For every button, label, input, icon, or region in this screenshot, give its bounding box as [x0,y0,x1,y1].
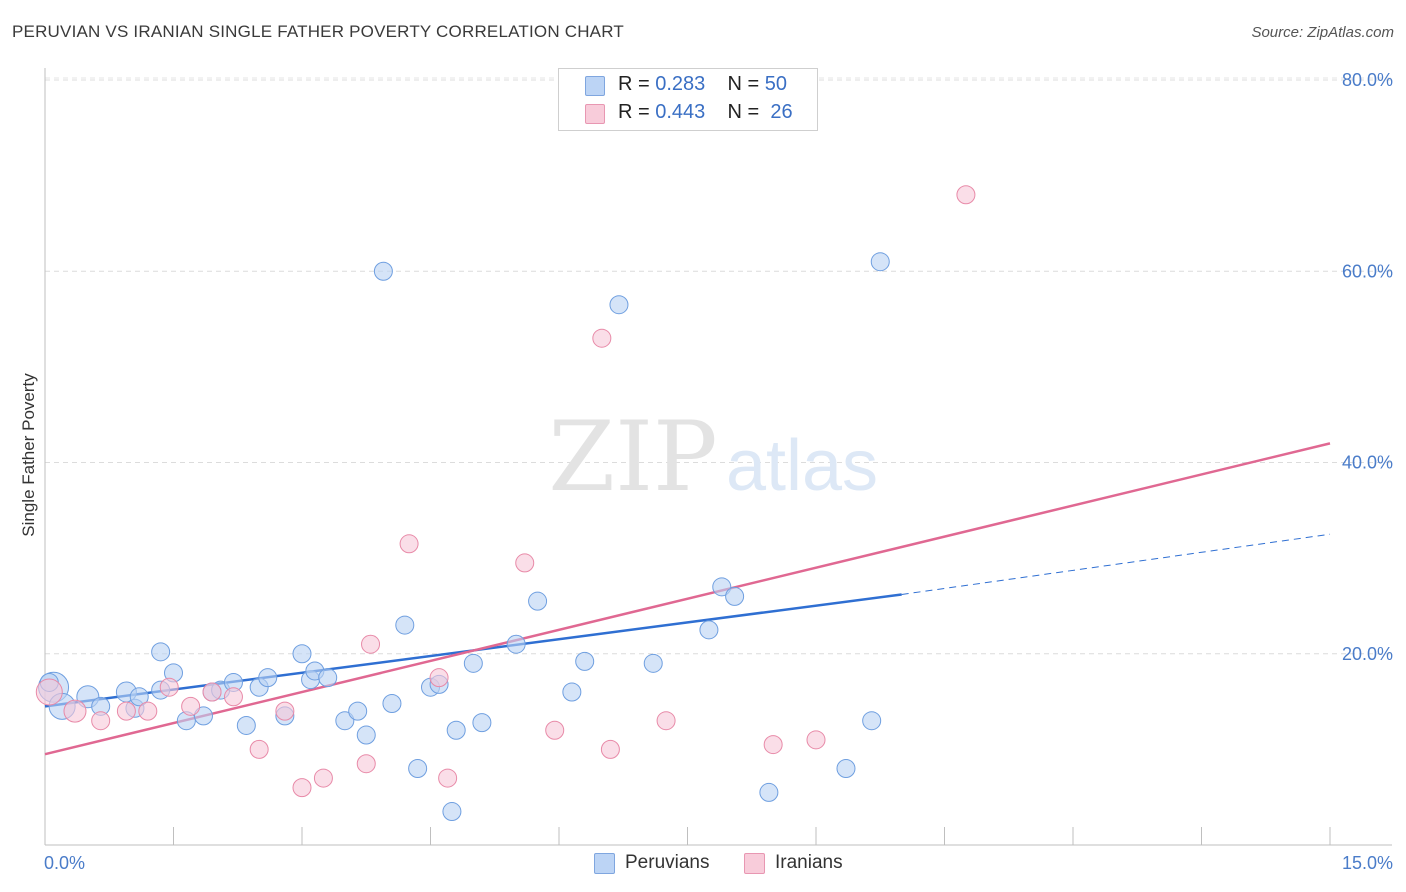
bottom-legend-swatch-peruvians [594,853,615,874]
point-peruvians [356,725,376,745]
point-iranians [429,668,449,688]
point-iranians [956,185,976,205]
point-iranians [202,682,222,702]
legend-n-label: N = [727,101,760,123]
point-iranians [592,328,612,348]
legend-text-iranians: R = 0.443 N = 26 [618,101,793,124]
tick-labels: 20.0% 40.0% 60.0% 80.0% 0.0% 15.0% [44,70,1393,873]
point-iranians [181,696,201,716]
correlation-legend: R = 0.283 N = 50 R = 0.443 N = 26 [558,68,818,131]
point-iranians [656,711,676,731]
point-iranians [515,553,535,573]
watermark-zip: ZIP [548,401,717,513]
point-peruvians [609,295,629,315]
y-tick-label: 80.0% [1342,70,1393,90]
point-iranians [63,699,87,723]
point-iranians [806,730,826,750]
point-iranians [361,634,381,654]
point-peruvians [463,653,483,673]
point-iranians [223,687,243,707]
point-peruvians [446,720,466,740]
legend-r-label: R = [618,73,650,95]
point-iranians [313,768,333,788]
trend-lines [44,442,1331,756]
legend-swatch-iranians [585,104,605,124]
point-iranians [600,739,620,759]
point-peruvians [862,711,882,731]
watermark-atlas: atlas [726,426,878,506]
point-peruvians [408,759,428,778]
point-peruvians [725,586,745,606]
point-peruvians [129,687,149,707]
legend-n-label: N = [727,73,760,95]
point-peruvians [236,715,256,735]
point-peruvians [318,668,338,688]
point-iranians [438,768,458,788]
point-peruvians [759,782,779,802]
point-peruvians [335,711,355,731]
point-peruvians [193,706,213,726]
source-label: Source: ZipAtlas.com [1251,24,1394,41]
trend-line-peruvians-extension [901,533,1331,595]
point-peruvians [292,644,312,664]
legend-r-label: R = [618,101,650,123]
y-tick-label: 60.0% [1342,261,1393,281]
point-peruvians [348,701,368,721]
point-iranians [292,778,312,798]
point-iranians [138,701,158,721]
legend-r-value: 0.443 [655,101,706,123]
x-tick-label-max: 15.0% [1342,853,1393,873]
legend-n-value: 26 [770,101,793,123]
point-peruvians [258,668,278,688]
legend-n-value: 50 [764,73,788,95]
point-iranians [356,754,376,774]
point-peruvians [151,642,171,662]
y-axis-label: Single Father Poverty [19,373,38,537]
point-peruvians [506,634,526,654]
point-peruvians [442,802,462,822]
point-peruvians [395,615,415,635]
point-peruvians [575,651,595,671]
watermark: ZIP atlas [548,401,878,513]
y-tick-label: 20.0% [1342,644,1393,664]
point-iranians [91,711,111,731]
point-peruvians [472,713,492,733]
bottom-legend-swatch-iranians [744,853,765,874]
point-iranians [249,739,269,759]
point-iranians [159,677,179,697]
axes [44,68,1392,846]
point-peruvians [712,577,732,597]
point-peruvians [836,759,856,778]
legend-r-value: 0.283 [655,73,706,95]
chart-title: PERUVIAN VS IRANIAN SINGLE FATHER POVERT… [12,22,624,41]
point-iranians [116,701,136,721]
bottom-legend-label-iranians: Iranians [775,852,843,873]
trend-line-iranians [44,442,1331,756]
point-iranians [35,678,63,706]
point-peruvians [528,591,548,611]
point-iranians [399,534,419,554]
point-peruvians [382,693,402,713]
point-iranians [275,701,295,721]
legend-text-peruvians: R = 0.283 N = 50 [618,73,787,96]
y-tick-label: 40.0% [1342,453,1393,473]
point-peruvians [643,653,663,673]
x-tick-label-min: 0.0% [44,853,85,873]
point-peruvians [373,261,393,281]
point-iranians [763,735,783,755]
bottom-legend-label-peruvians: Peruvians [625,852,710,873]
gridlines [45,77,1392,655]
legend-swatch-peruvians [585,76,605,96]
point-peruvians [699,620,719,640]
data-points [35,185,976,822]
point-peruvians [562,682,582,702]
point-peruvians [870,252,890,272]
point-iranians [545,720,565,740]
